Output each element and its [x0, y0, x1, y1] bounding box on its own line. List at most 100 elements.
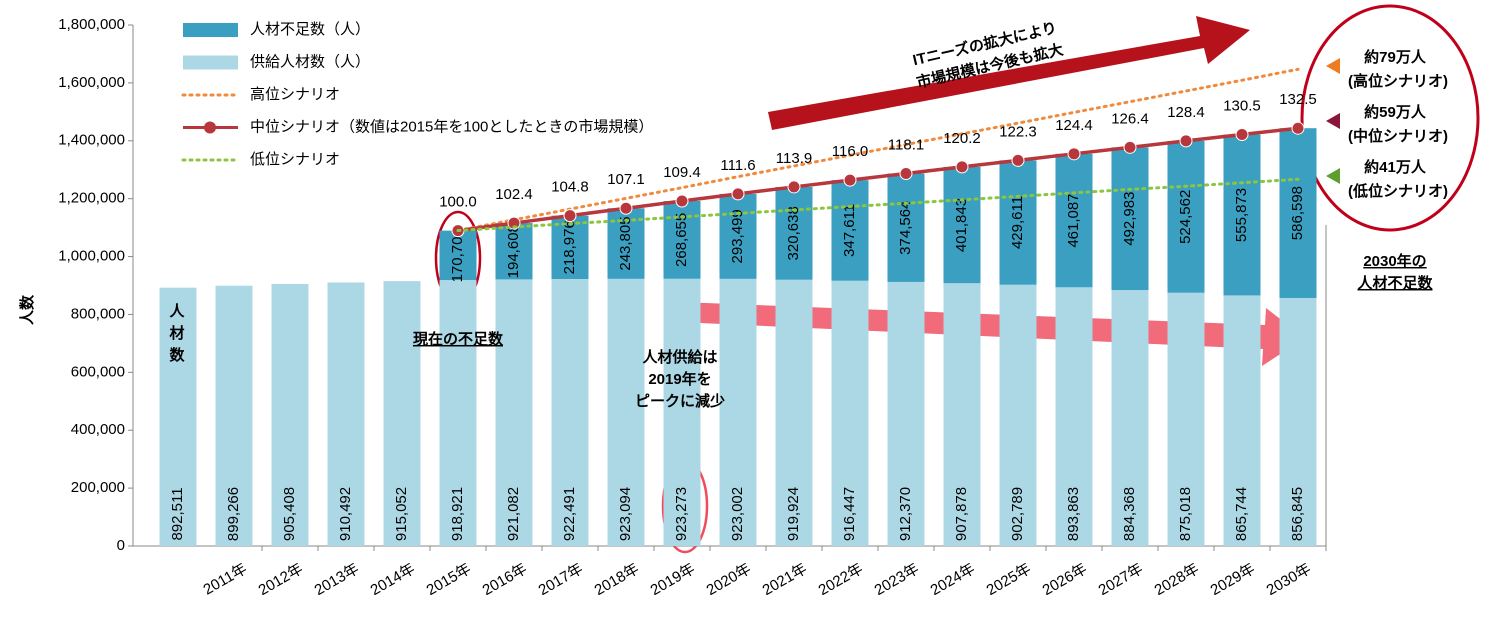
scenario-marker [731, 187, 745, 201]
index-label: 102.4 [495, 186, 533, 203]
shortage-label: 586,598 [1289, 186, 1306, 240]
supply-bar [831, 280, 869, 546]
scenario-line [456, 67, 1300, 233]
shortage-bar [719, 193, 757, 279]
shortage-bar [775, 186, 813, 280]
supply-bar [1111, 290, 1149, 546]
scenario-pointer [1326, 113, 1340, 129]
shortage-label: 429,611 [1009, 196, 1026, 249]
scenario-marker [563, 209, 577, 223]
current-note: 現在の不足数 [413, 330, 504, 348]
legend-label: 人材不足数（人） [250, 21, 370, 38]
x-tick-label: 2020年 [704, 560, 754, 599]
scenario-line [456, 177, 1300, 233]
index-label: 104.8 [551, 179, 589, 196]
scenario-marker [1123, 140, 1137, 154]
x-tick-label: 2026年 [1040, 560, 1090, 599]
shortage-bar [999, 160, 1037, 285]
scenario-note: (低位シナリオ) [1348, 182, 1448, 200]
left-note: 人 [169, 303, 185, 320]
scenario-marker [1011, 153, 1025, 167]
shortage-label: 492,983 [1121, 192, 1138, 246]
y-axis-label: 人数 [18, 294, 36, 325]
scenario-marker [899, 167, 913, 181]
legend-label: 高位シナリオ [250, 86, 340, 103]
index-label: 130.5 [1223, 97, 1261, 114]
y-tick-label: 600,000 [71, 363, 125, 380]
supply-bar [271, 283, 309, 546]
scenario-line [457, 126, 1299, 233]
supply-label: 910,492 [337, 487, 354, 541]
left-note: 材 [169, 324, 184, 342]
shortage-label: 170,700 [449, 228, 466, 282]
x-tick-label: 2025年 [984, 560, 1034, 599]
supply-label: 922,491 [561, 487, 578, 541]
shortage-bar [663, 201, 701, 279]
supply-label: 918,921 [449, 487, 466, 541]
scenario-marker [675, 194, 689, 208]
shortage-label: 401,843 [953, 198, 970, 252]
x-tick-label: 2011年 [201, 560, 250, 598]
supply-bar [887, 281, 925, 546]
shortage-bar [1223, 134, 1261, 296]
x-tick-label: 2017年 [536, 560, 586, 599]
legend-label: 低位シナリオ [250, 151, 340, 168]
shortage-bar [831, 180, 869, 281]
supply-bar [215, 285, 253, 546]
scenario-pointer [1326, 168, 1340, 184]
shortage-label: 555,873 [1233, 188, 1250, 242]
shortage-bar [1279, 128, 1317, 298]
x-tick-label: 2023年 [872, 560, 922, 599]
supply-bar [1279, 297, 1317, 546]
supply-label: 893,863 [1065, 487, 1082, 541]
supply-label: 905,408 [281, 487, 298, 541]
index-label: 124.4 [1055, 117, 1093, 134]
scenario-ellipse [1300, 4, 1480, 232]
y-tick-label: 1,000,000 [58, 248, 125, 265]
shortage-bar [887, 173, 925, 282]
index-label: 111.6 [720, 157, 755, 174]
supply-label: 915,052 [393, 487, 410, 541]
index-label: 118.1 [888, 136, 924, 153]
x-tick-label: 2015年 [424, 560, 474, 599]
shortage-bar [551, 215, 589, 279]
legend-swatch [183, 55, 238, 70]
shortage-2030-note: 人材不足数 [1357, 274, 1433, 292]
supply-label: 884,368 [1121, 487, 1138, 541]
x-tick-label: 2014年 [368, 560, 418, 599]
supply-bar [663, 278, 701, 546]
trend-arrow [768, 16, 1250, 130]
left-note: 数 [169, 346, 185, 364]
scenario-marker [787, 180, 801, 194]
supply-bar [719, 278, 757, 546]
y-tick-label: 1,200,000 [58, 190, 125, 207]
scenario-marker [1235, 128, 1249, 142]
shortage-bar [439, 230, 477, 281]
x-tick-label: 2019年 [648, 560, 698, 599]
x-tick-label: 2027年 [1096, 560, 1146, 599]
legend-swatch [183, 23, 238, 37]
supply-bar [495, 279, 533, 546]
shortage-bar [943, 166, 981, 284]
x-tick-label: 2018年 [592, 560, 642, 599]
y-tick-label: 0 [117, 537, 125, 554]
supply-bar [383, 281, 421, 546]
scenario-marker [843, 173, 857, 187]
index-label: 122.3 [999, 123, 1037, 140]
scenario-marker [1179, 134, 1193, 148]
scenario-marker [1067, 147, 1081, 161]
y-tick-label: 1,800,000 [58, 16, 125, 33]
supply-label: 902,789 [1009, 487, 1026, 541]
x-tick-label: 2022年 [816, 560, 866, 599]
supply-label: 923,002 [729, 487, 746, 541]
supply-bar [1223, 295, 1261, 546]
x-tick-label: 2024年 [928, 560, 978, 599]
supply-bar [607, 278, 645, 546]
supply-label: 865,744 [1233, 487, 1250, 541]
peak-note: 人材供給は [642, 348, 717, 366]
scenario-value: 約59万人 [1364, 103, 1427, 121]
x-tick-label: 2012年 [256, 560, 306, 599]
scenario-value: 約79万人 [1364, 48, 1427, 66]
scenario-value: 約41万人 [1364, 158, 1427, 176]
